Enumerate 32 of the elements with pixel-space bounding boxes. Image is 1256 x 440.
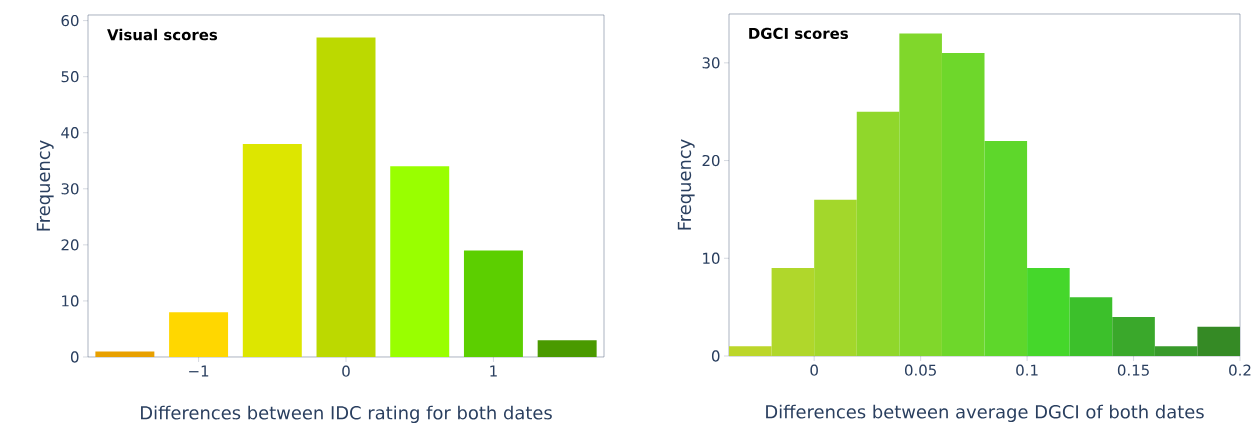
- text: Visual scores: [107, 28, 218, 41]
- y-tick-label: 20: [61, 239, 79, 251]
- x-axis-title: Differences between average DGCI of both dates: [766, 404, 1204, 423]
- y-tick-label: 10: [703, 252, 720, 264]
- y-tick-label: 50: [61, 71, 79, 83]
- x-tick-label: 0.2: [1229, 364, 1251, 376]
- y-tick-label: 40: [61, 127, 79, 139]
- y-tick-label: 30: [702, 57, 720, 69]
- text: DGCI scores: [749, 27, 848, 40]
- y-tick-label: 30: [61, 183, 79, 195]
- bar: [169, 312, 229, 357]
- bar: [537, 340, 597, 357]
- bar: [390, 166, 450, 357]
- x-tick-label: −1: [189, 365, 209, 377]
- x-tick-label: 0: [342, 365, 350, 377]
- x-tick-label: 0: [810, 364, 818, 376]
- x-tick-label: 0.15: [1117, 364, 1149, 376]
- y-tick-label: 60: [61, 14, 79, 27]
- y-axis-title: Frequency: [36, 140, 54, 231]
- x-tick-label: 1: [490, 365, 497, 377]
- x-tick-label: 0.1: [1016, 364, 1038, 376]
- bar: [242, 143, 302, 357]
- bar: [463, 250, 523, 357]
- bar: [95, 351, 155, 357]
- y-tick-label: 0: [711, 350, 720, 362]
- y-tick-label: 20: [702, 154, 720, 167]
- y-axis-title: Frequency: [677, 139, 695, 230]
- y-tick-label: 0: [70, 351, 79, 363]
- x-tick-label: 0.05: [904, 364, 936, 376]
- bar: [316, 37, 376, 357]
- x-axis-title: Differences between IDC rating for both dates: [141, 405, 552, 424]
- y-tick-label: 10: [62, 295, 79, 307]
